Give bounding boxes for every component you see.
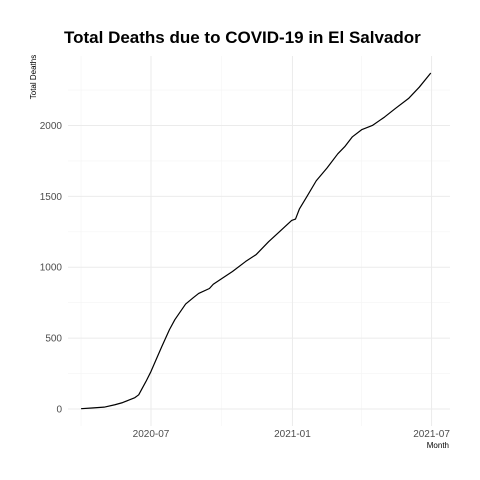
y-tick-label: 500 — [45, 334, 62, 345]
x-axis-ticks: 2020-07 2021-01 2021-07 — [133, 429, 451, 440]
x-tick-label: 2021-01 — [274, 429, 311, 440]
y-tick-label: 2000 — [40, 121, 63, 132]
x-tick-label: 2021-07 — [413, 429, 450, 440]
y-axis-ticks: 0 500 1000 1500 2000 — [40, 121, 63, 416]
chart-title: Total Deaths due to COVID-19 in El Salva… — [64, 28, 421, 47]
series-line — [81, 72, 432, 410]
y-tick-label: 1500 — [40, 192, 63, 203]
plot-grid — [68, 56, 450, 426]
x-tick-label: 2020-07 — [133, 429, 170, 440]
x-axis-title: Month — [427, 441, 449, 450]
y-tick-label: 0 — [56, 404, 62, 415]
y-axis-title: Total Deaths — [29, 55, 38, 99]
y-tick-label: 1000 — [40, 263, 63, 274]
